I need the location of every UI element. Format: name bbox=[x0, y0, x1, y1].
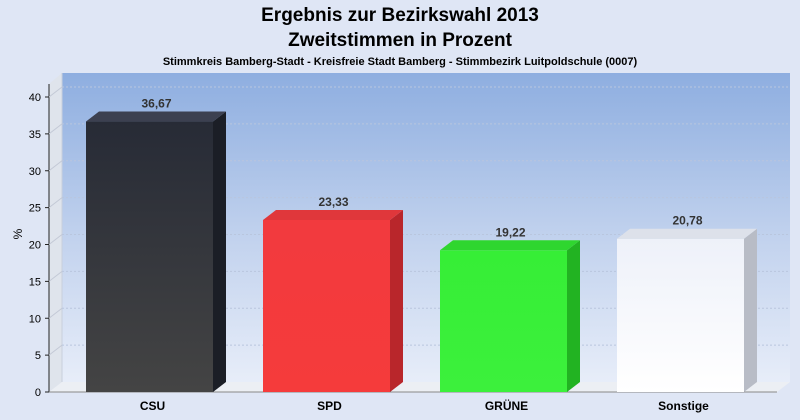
y-tick-label: 20 bbox=[29, 240, 41, 252]
y-tick-label: 35 bbox=[29, 129, 41, 141]
value-label: 20,78 bbox=[672, 214, 702, 228]
bar-front bbox=[86, 121, 213, 392]
bar-side bbox=[567, 240, 580, 392]
value-labels: 36,67 23,33 19,22 20,78 bbox=[141, 97, 702, 240]
value-label: 23,33 bbox=[318, 195, 348, 209]
y-tick-label: 25 bbox=[29, 203, 41, 215]
y-axis-label: % bbox=[11, 228, 25, 239]
y-tick-label: 15 bbox=[29, 276, 41, 288]
gridline-side bbox=[48, 234, 63, 245]
bar-side bbox=[744, 228, 757, 392]
category-label: GRÜNE bbox=[485, 398, 528, 413]
bar-spd bbox=[263, 209, 403, 392]
chart-title-line1: Ergebnis zur Bezirkswahl 2013 bbox=[261, 5, 539, 26]
bar-top bbox=[86, 111, 226, 122]
y-tick-label: 10 bbox=[29, 313, 41, 325]
bar-top bbox=[440, 240, 580, 251]
bar-front bbox=[440, 250, 567, 392]
chart-subtitle: Stimmkreis Bamberg-Stadt - Kreisfreie St… bbox=[163, 56, 638, 68]
plot-left-wall bbox=[49, 73, 62, 392]
plot-back-wall bbox=[62, 73, 790, 382]
bar-top bbox=[263, 209, 403, 220]
y-tick-labels: 0 5 10 15 20 25 30 35 40 bbox=[29, 92, 49, 399]
y-tick-label: 30 bbox=[29, 166, 41, 178]
bar-front bbox=[263, 219, 390, 392]
gridline-side bbox=[48, 86, 63, 98]
category-label: SPD bbox=[317, 399, 342, 413]
value-label: 36,67 bbox=[141, 97, 171, 111]
plot-floor bbox=[49, 382, 790, 392]
gridline-side bbox=[48, 270, 63, 282]
value-label: 19,22 bbox=[495, 225, 525, 239]
category-label: CSU bbox=[140, 399, 165, 413]
gridline-side bbox=[48, 307, 63, 319]
bar-csu bbox=[86, 111, 226, 392]
y-tick-label: 0 bbox=[35, 387, 41, 399]
bars bbox=[86, 111, 757, 392]
bar-front bbox=[617, 238, 744, 392]
gridline-side bbox=[48, 123, 63, 135]
category-label: Sonstige bbox=[658, 399, 709, 413]
bar-top bbox=[617, 228, 757, 239]
gridline-side bbox=[48, 197, 63, 209]
y-tick-label: 40 bbox=[29, 92, 41, 104]
y-tick-label: 5 bbox=[35, 350, 41, 362]
category-labels: CSU SPD GRÜNE Sonstige bbox=[140, 398, 709, 413]
bar-side bbox=[213, 111, 226, 392]
gridline-side bbox=[48, 344, 63, 356]
bar-side bbox=[390, 209, 403, 392]
gridline-side bbox=[48, 160, 63, 172]
bar-grüne bbox=[440, 240, 580, 392]
bar-sonstige bbox=[617, 228, 757, 392]
chart-title-line2: Zweitstimmen in Prozent bbox=[288, 30, 512, 51]
